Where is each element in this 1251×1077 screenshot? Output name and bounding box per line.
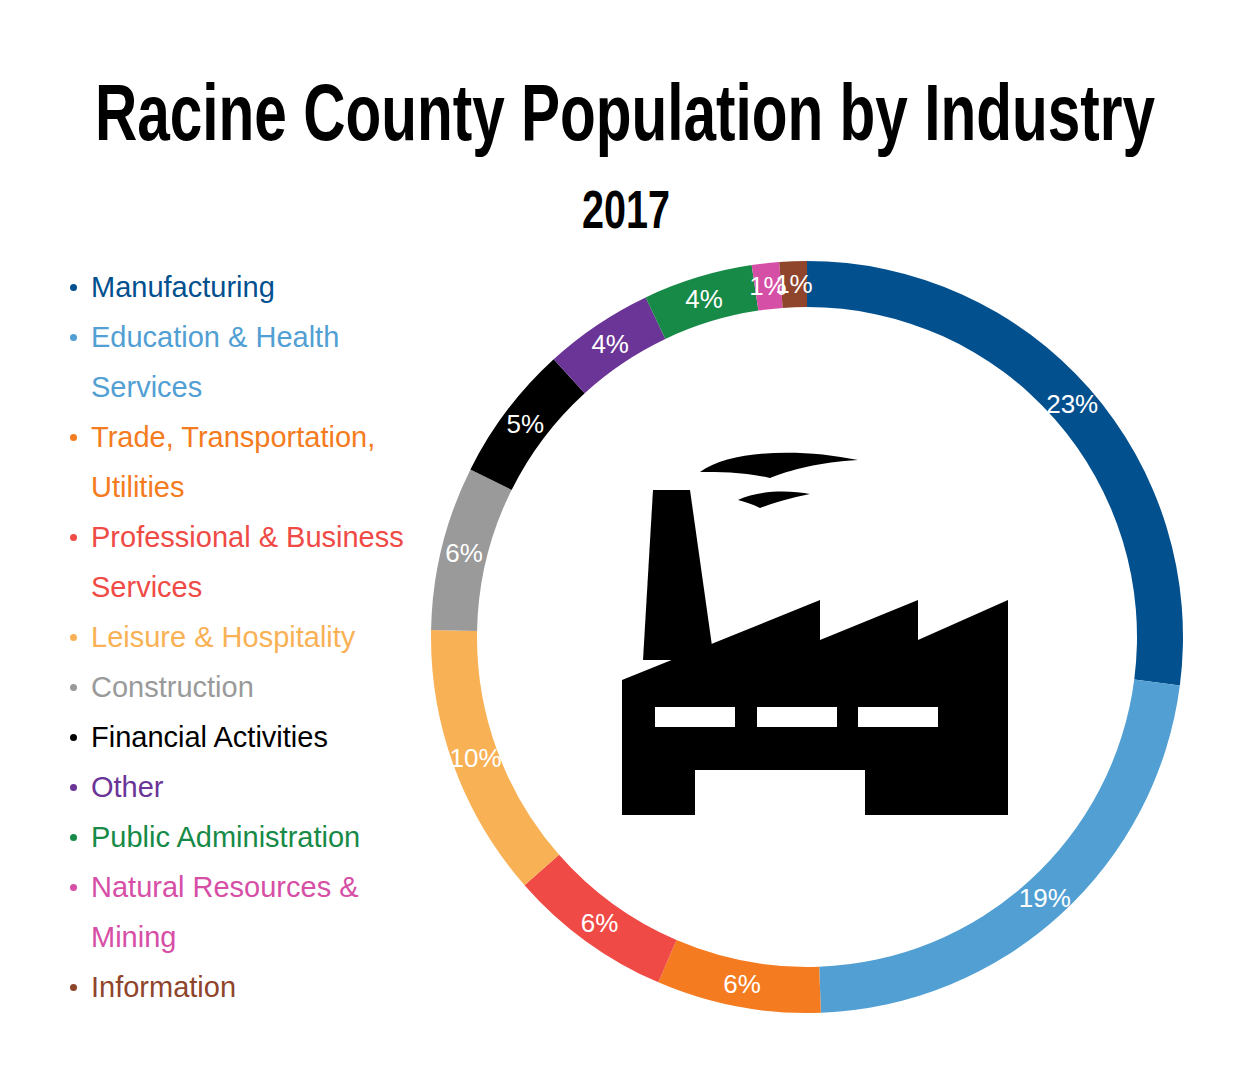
svg-text:2017: 2017 [582, 179, 670, 239]
svg-text:6%: 6% [445, 538, 483, 568]
html-text:Professional & Business Servic: Professional & Business Services [91, 521, 404, 603]
svg-text:1%: 1% [775, 269, 813, 299]
html-text:Education & Health Services: Education & Health Services [91, 321, 340, 403]
svg-text:1%: 1% [749, 271, 787, 302]
svg-text:23%: 23% [1046, 389, 1098, 419]
svg-text:4%: 4% [685, 284, 723, 314]
svg-text:5%: 5% [507, 409, 545, 439]
html-text:Information: Information [91, 971, 237, 1003]
svg-text:6%: 6% [723, 969, 761, 999]
html-text:Manufacturing: Manufacturing [91, 271, 275, 303]
html-text:Financial Activities: Financial Activities [91, 721, 328, 753]
svg-text:Racine County Population by In: Racine County Population by Industry [95, 68, 1155, 157]
html-text:Natural Resources & Mining: Natural Resources & Mining [91, 871, 359, 953]
html-text:Other: Other [91, 771, 164, 803]
svg-text:4%: 4% [591, 329, 629, 359]
svg-text:6%: 6% [581, 908, 619, 938]
html-text:Construction: Construction [91, 671, 254, 703]
svg-text:19%: 19% [1019, 883, 1071, 913]
html-text:Trade, Transportation, Utiliti: Trade, Transportation, Utilities [91, 421, 376, 503]
html-text:Public Administration: Public Administration [91, 821, 361, 853]
svg-text:10%: 10% [450, 743, 502, 773]
html-text:Leisure & Hospitality: Leisure & Hospitality [91, 621, 356, 653]
